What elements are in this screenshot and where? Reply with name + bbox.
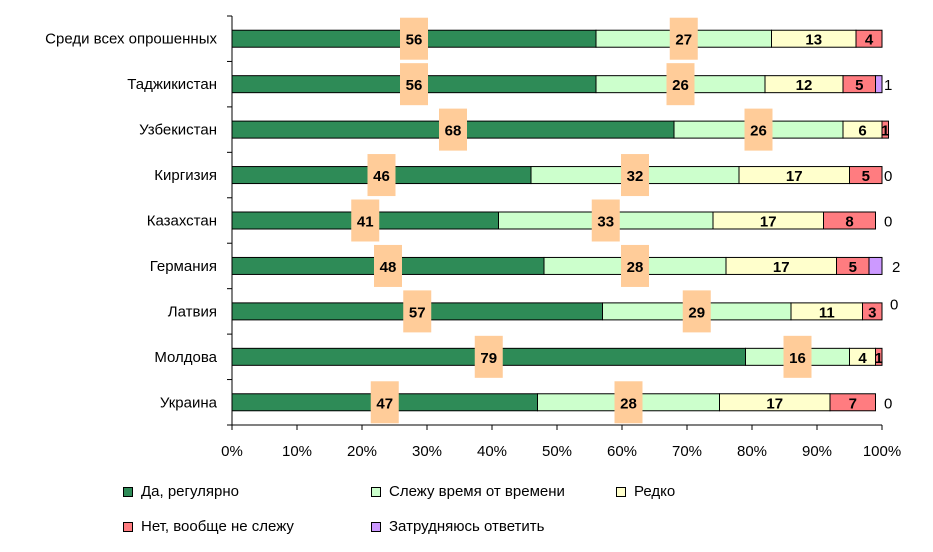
data-label: 11 — [819, 304, 835, 321]
data-label: 1 — [881, 123, 889, 140]
x-tick-label: 40% — [477, 443, 507, 460]
data-label-box — [400, 63, 428, 106]
category-label: Узбекистан — [139, 122, 217, 139]
data-label: 0 — [884, 168, 892, 185]
category-label: Германия — [150, 258, 217, 275]
data-label-box — [783, 335, 812, 378]
bar-segment — [881, 120, 889, 139]
x-tick-label: 60% — [607, 443, 637, 460]
data-label: 6 — [858, 123, 866, 140]
x-tick-label: 0% — [221, 443, 243, 460]
data-label-box — [682, 290, 711, 333]
data-label-box — [351, 199, 380, 242]
data-label: 5 — [855, 77, 863, 94]
data-label: 28 — [627, 259, 644, 276]
data-label-box — [591, 199, 620, 242]
category-label: Украина — [160, 394, 218, 411]
data-label-box — [400, 17, 428, 60]
data-label: 32 — [627, 168, 644, 185]
x-tick-label: 50% — [542, 443, 572, 460]
data-label: 46 — [373, 168, 390, 185]
data-label: 2 — [892, 259, 900, 276]
category-label: Таджикистан — [127, 76, 217, 93]
data-label: 27 — [675, 32, 692, 49]
x-tick-label: 90% — [802, 443, 832, 460]
data-label: 12 — [796, 77, 813, 94]
data-label-box — [439, 108, 467, 151]
data-label: 8 — [845, 214, 853, 231]
category-label: Молдова — [154, 349, 217, 366]
x-tick-label: 30% — [412, 443, 442, 460]
data-label: 17 — [766, 395, 783, 412]
data-label-box — [621, 244, 649, 287]
bar-segment — [849, 166, 883, 185]
category-label: Среди всех опрошенных — [45, 31, 217, 48]
data-label: 68 — [445, 123, 462, 140]
data-label-box — [621, 154, 649, 197]
data-label-box — [370, 381, 399, 424]
data-label: 5 — [862, 168, 870, 185]
data-label: 7 — [849, 395, 857, 412]
data-label: 33 — [597, 214, 614, 231]
data-label: 79 — [480, 350, 497, 367]
data-label: 48 — [380, 259, 397, 276]
data-label-box — [403, 290, 432, 333]
category-label: Казахстан — [147, 213, 217, 230]
bar-segment — [875, 75, 883, 94]
bar-segment — [862, 302, 883, 321]
data-label: 13 — [805, 32, 822, 49]
data-label: 57 — [409, 304, 426, 321]
data-label-box — [666, 63, 695, 106]
data-label: 4 — [858, 350, 867, 367]
x-tick-label: 10% — [282, 443, 312, 460]
bar-segment — [868, 256, 883, 275]
data-label: 0 — [890, 296, 898, 313]
data-label: 1 — [884, 77, 892, 94]
data-label-box — [614, 381, 643, 424]
data-label: 1 — [875, 350, 883, 367]
category-label: Киргизия — [154, 167, 217, 184]
data-label: 0 — [884, 395, 892, 412]
data-label: 26 — [750, 123, 767, 140]
data-label-box — [744, 108, 773, 151]
data-label: 5 — [849, 259, 857, 276]
bar-segment — [875, 347, 883, 366]
data-label: 0 — [884, 214, 892, 231]
data-label-box — [374, 244, 402, 287]
data-label-box — [669, 17, 698, 60]
data-label: 17 — [786, 168, 803, 185]
data-label: 16 — [789, 350, 806, 367]
x-tick-label: 80% — [737, 443, 767, 460]
bar-segment — [829, 393, 876, 412]
data-label: 41 — [357, 214, 374, 231]
x-tick-label: 70% — [672, 443, 702, 460]
category-label: Латвия — [168, 303, 217, 320]
data-label: 28 — [620, 395, 637, 412]
data-label: 3 — [868, 304, 876, 321]
bar-segment — [823, 211, 876, 230]
data-label-box — [367, 154, 396, 197]
data-label: 17 — [760, 214, 777, 231]
data-label: 56 — [406, 77, 423, 94]
x-tick-label: 100% — [863, 443, 901, 460]
data-label: 56 — [406, 32, 423, 49]
x-tick-label: 20% — [347, 443, 377, 460]
bar-segment — [855, 29, 883, 48]
data-label: 47 — [376, 395, 393, 412]
data-label: 4 — [865, 32, 874, 49]
data-label: 17 — [773, 259, 790, 276]
data-label: 29 — [688, 304, 705, 321]
data-label: 26 — [672, 77, 689, 94]
data-label-box — [474, 335, 503, 378]
